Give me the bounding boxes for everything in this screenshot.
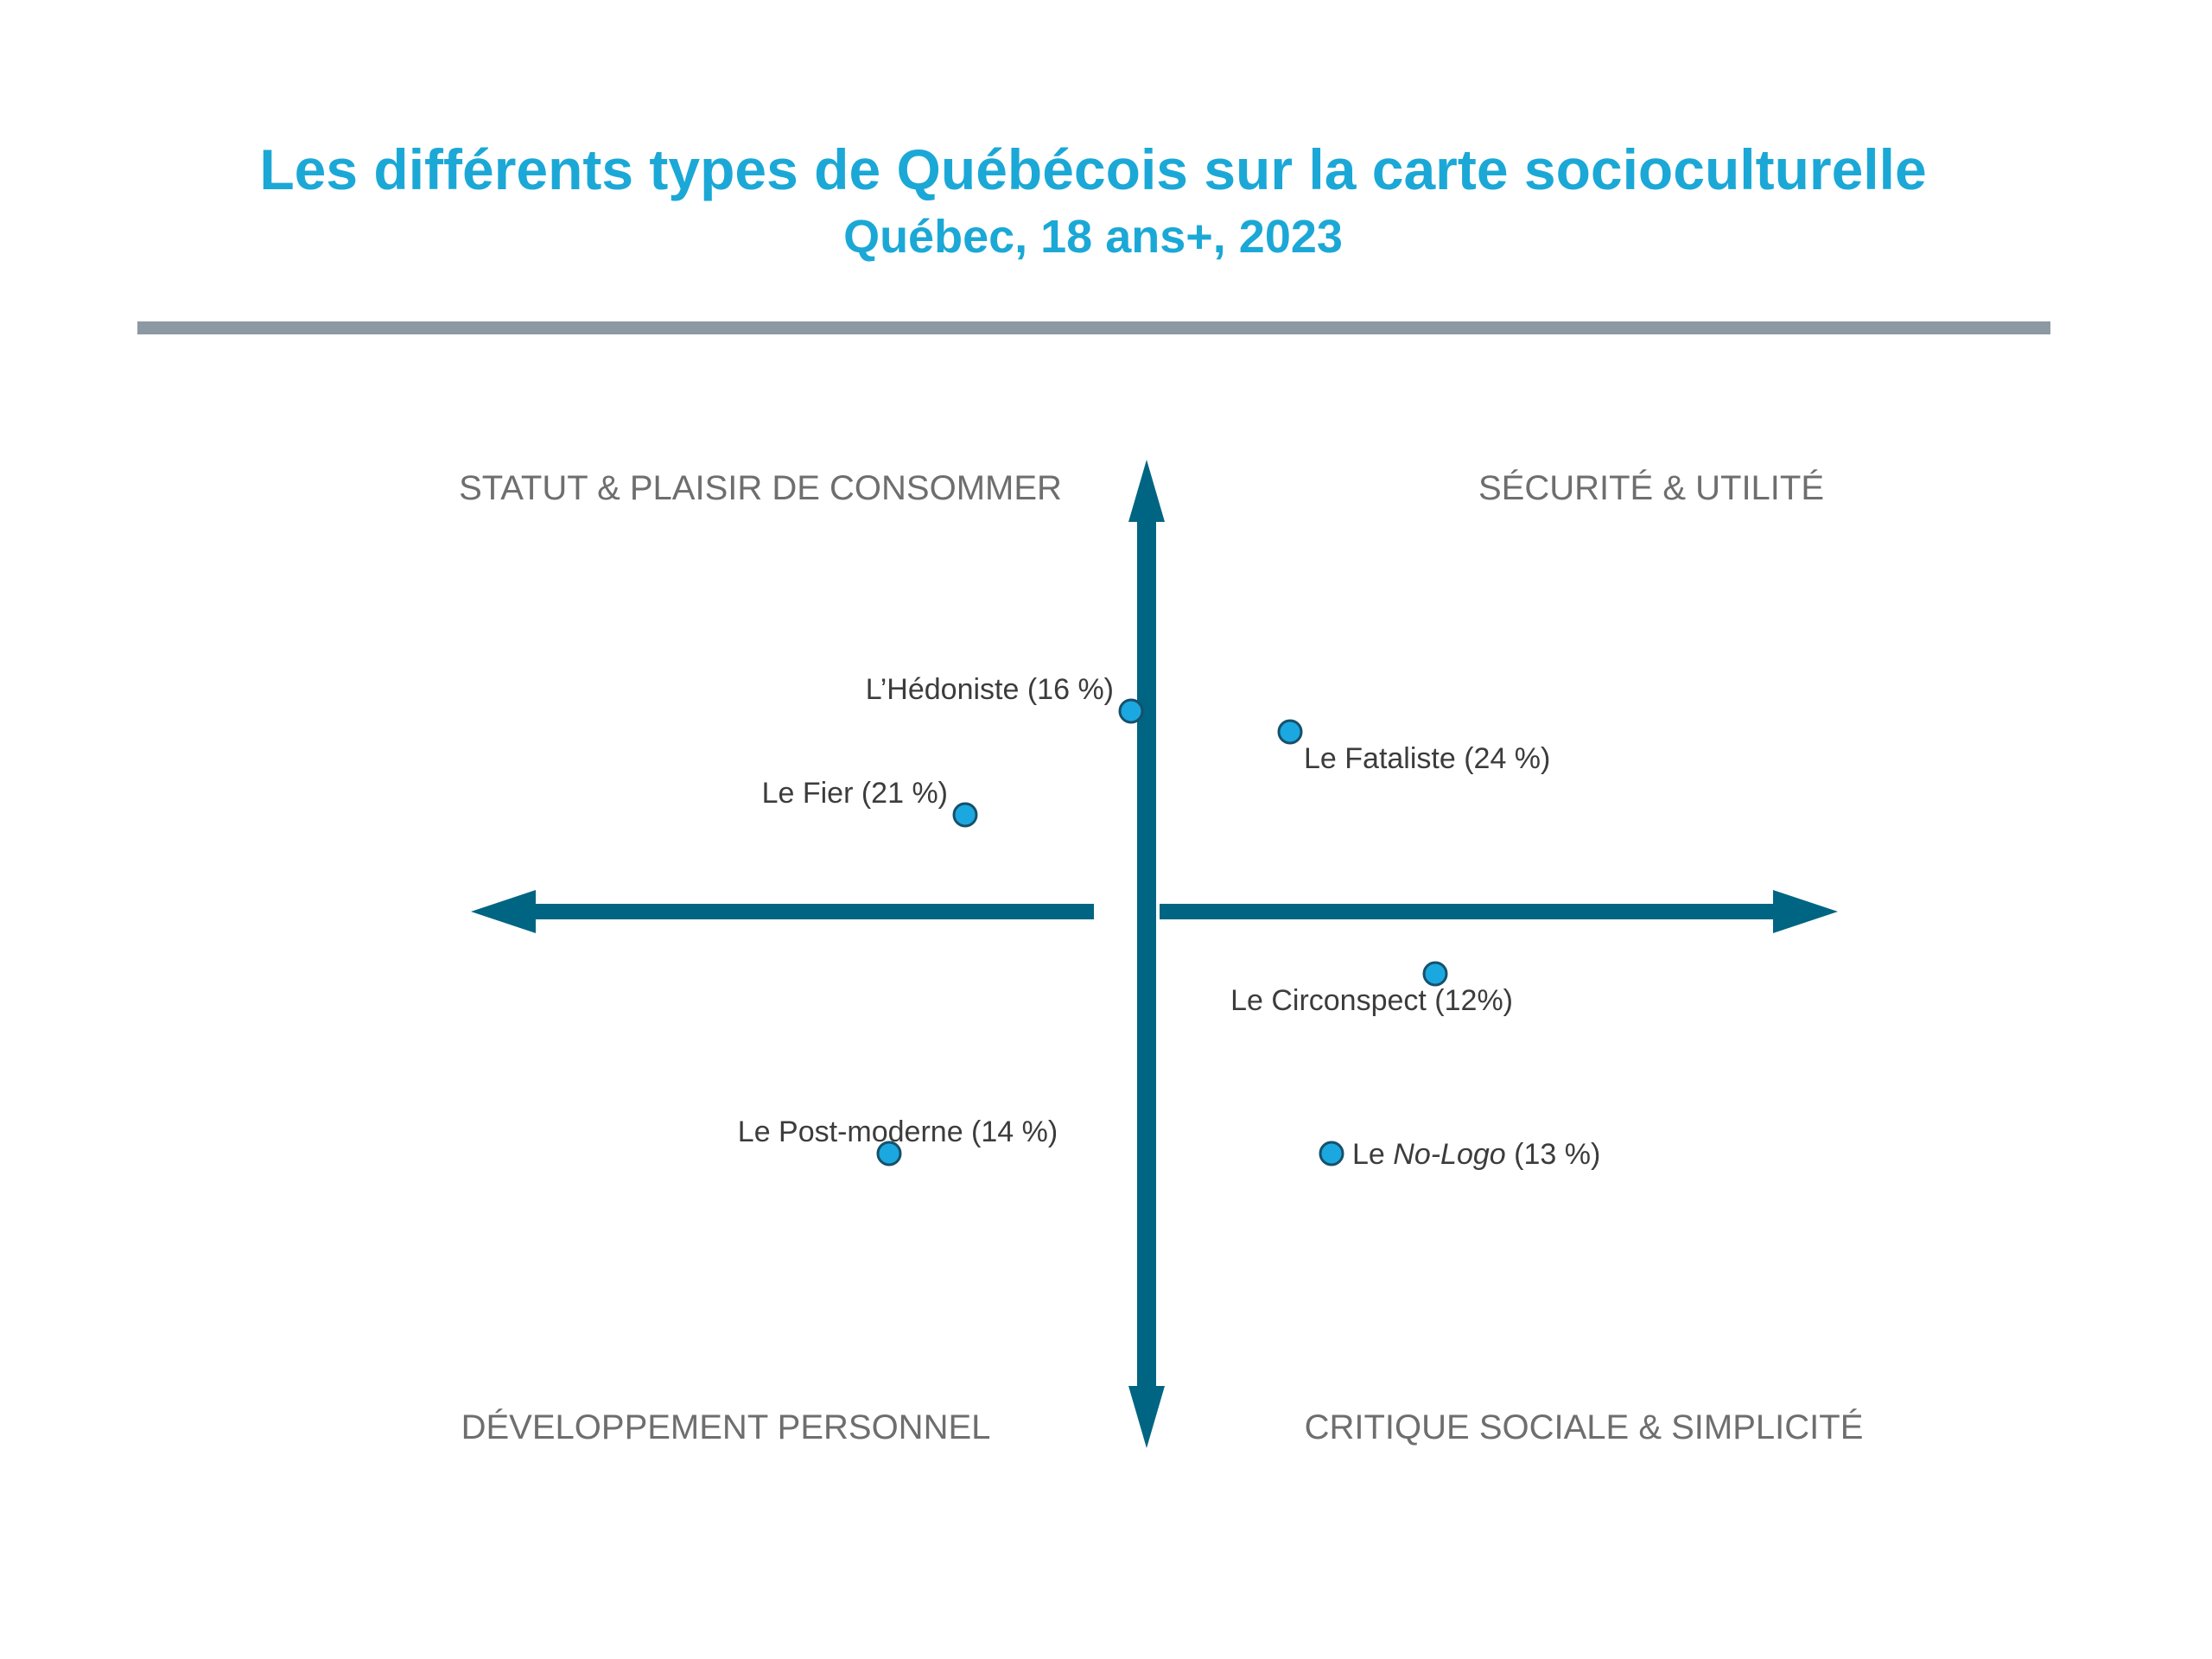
x-axis-left-bar xyxy=(536,904,1094,919)
map-point-marker xyxy=(876,1141,902,1166)
map-point-marker xyxy=(952,802,978,828)
x-axis-right-arrow xyxy=(1773,890,1838,933)
map-point-label: Le Post-moderne (14 %) xyxy=(738,1116,1058,1148)
map-point-marker xyxy=(1118,698,1144,724)
map-point-marker xyxy=(1319,1141,1344,1166)
map-axes xyxy=(471,460,1838,1448)
map-point-label: L’Hédoniste (16 %) xyxy=(866,673,1114,706)
chart-subtitle: Québec, 18 ans+, 2023 xyxy=(843,211,1343,263)
quadrant-label-bottom-right: CRITIQUE SOCIALE & SIMPLICITÉ xyxy=(1305,1408,1864,1446)
map-point-label: Le No-Logo (13 %) xyxy=(1352,1138,1600,1171)
quadrant-label-top-left: STATUT & PLAISIR DE CONSOMMER xyxy=(459,469,1062,507)
map-point-marker xyxy=(1277,719,1303,745)
chart-title: Les différents types de Québécois sur la… xyxy=(259,137,1927,201)
quadrant-label-top-right: SÉCURITÉ & UTILITÉ xyxy=(1478,468,1824,507)
y-axis-bar xyxy=(1137,522,1156,1388)
y-axis-up-arrow xyxy=(1128,460,1165,522)
map-point-label: Le Circonspect (12%) xyxy=(1230,984,1513,1017)
y-axis-down-arrow xyxy=(1128,1386,1165,1448)
x-axis-left-arrow xyxy=(471,890,536,933)
map-point-marker xyxy=(1422,961,1448,987)
title-divider xyxy=(137,321,2050,334)
map-point-label: Le Fier (21 %) xyxy=(762,777,948,810)
quadrant-labels: STATUT & PLAISIR DE CONSOMMER SÉCURITÉ & … xyxy=(459,468,1863,1446)
x-axis-right-bar xyxy=(1160,904,1773,919)
map-point-label: Le Fataliste (24 %) xyxy=(1304,742,1550,775)
map-points: L’Hédoniste (16 %) Le Fataliste (24 %) Le … xyxy=(738,673,1600,1171)
quadrant-label-bottom-left: DÉVELOPPEMENT PERSONNEL xyxy=(461,1408,991,1446)
